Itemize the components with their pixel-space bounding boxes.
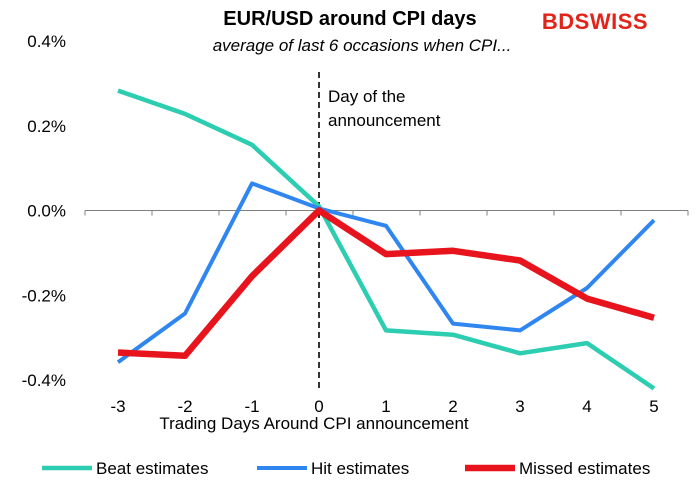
x-tick-label: -2 [177, 397, 192, 416]
legend: Beat estimates Hit estimates Missed estima… [42, 459, 650, 478]
x-tick-label: 5 [649, 397, 658, 416]
y-tick-label: 0.0% [27, 202, 66, 221]
x-tick-label: 1 [381, 397, 390, 416]
brand-logo: BDSWISS [542, 9, 648, 34]
y-axis-ticks: -0.4% -0.2% 0.0% 0.2% 0.4% [22, 32, 66, 390]
series-line-missed-estimates [117, 207, 655, 360]
legend-label: Hit estimates [311, 459, 409, 478]
y-tick-label: -0.4% [22, 371, 66, 390]
vline-annotation-line2: announcement [328, 111, 441, 130]
chart-subtitle: average of last 6 occasions when CPI... [213, 36, 512, 55]
x-tick-label: 3 [515, 397, 524, 416]
y-tick-label: -0.2% [22, 286, 66, 305]
x-axis-ticks: -3 -2 -1 0 1 2 3 4 5 [110, 397, 658, 416]
x-tick-label: 4 [582, 397, 591, 416]
series-line-hit-estimates [116, 181, 656, 364]
series-line-beat-estimates [117, 88, 656, 391]
x-tick-label: 2 [448, 397, 457, 416]
x-tick-label: -1 [244, 397, 259, 416]
y-tick-label: 0.4% [27, 32, 66, 51]
x-tick-label: -3 [110, 397, 125, 416]
vline-annotation-line1: Day of the [328, 87, 406, 106]
legend-label: Missed estimates [519, 459, 650, 478]
series-lines [116, 88, 656, 391]
x-axis-label: Trading Days Around CPI announcement [159, 414, 469, 433]
chart-title: EUR/USD around CPI days [223, 8, 476, 30]
x-axis [84, 210, 689, 216]
legend-label: Beat estimates [96, 459, 208, 478]
x-tick-label: 0 [314, 397, 323, 416]
y-tick-label: 0.2% [27, 117, 66, 136]
